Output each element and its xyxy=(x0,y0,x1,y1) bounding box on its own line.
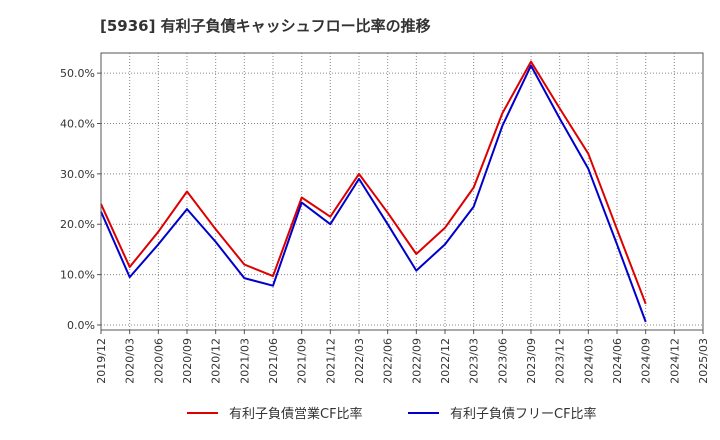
x-tick-label: 2022/09 xyxy=(410,338,423,384)
x-tick-label: 2021/09 xyxy=(296,338,309,384)
legend-label-1: 有利子負債営業CF比率 xyxy=(229,406,363,422)
x-tick-label: 2020/09 xyxy=(181,338,194,384)
grid xyxy=(100,53,704,330)
x-tick-label: 2022/03 xyxy=(353,338,366,384)
y-axis: 0.0% 10.0% 20.0% 30.0% 40.0% 50.0% xyxy=(60,67,101,332)
plot-frame xyxy=(100,52,704,331)
x-tick-label: 2020/03 xyxy=(124,338,137,384)
legend-label-2: 有利子負債フリーCF比率 xyxy=(450,406,597,422)
y-tick-label: 0.0% xyxy=(67,319,95,332)
x-tick-label: 2020/12 xyxy=(210,338,223,384)
x-tick-label: 2020/06 xyxy=(152,338,165,384)
y-tick-label: 10.0% xyxy=(60,269,95,282)
series-line-1 xyxy=(100,60,647,305)
x-tick-label: 2023/09 xyxy=(525,338,538,384)
x-tick-label: 2021/03 xyxy=(238,338,251,384)
y-tick-label: 30.0% xyxy=(60,168,95,181)
x-tick-label: 2023/03 xyxy=(468,338,481,384)
y-tick-label: 50.0% xyxy=(60,67,95,80)
x-tick-label: 2019/12 xyxy=(95,338,108,384)
series-lines xyxy=(100,60,647,323)
x-tick-label: 2022/12 xyxy=(439,338,452,384)
x-tick-label: 2025/03 xyxy=(697,338,710,384)
x-tick-label: 2021/12 xyxy=(324,338,337,384)
x-axis: 2019/12 2020/03 2020/06 2020/09 2020/12 2021/… xyxy=(95,330,710,384)
y-tick-label: 20.0% xyxy=(60,218,95,231)
x-tick-label: 2024/03 xyxy=(582,338,595,384)
x-tick-label: 2024/12 xyxy=(668,338,681,384)
x-tick-label: 2023/12 xyxy=(554,338,567,384)
x-tick-label: 2022/06 xyxy=(382,338,395,384)
series-line-2 xyxy=(100,64,647,323)
x-tick-label: 2024/09 xyxy=(640,338,653,384)
legend: 有利子負債営業CF比率 有利子負債フリーCF比率 xyxy=(187,406,597,422)
x-tick-label: 2021/06 xyxy=(267,338,280,384)
chart-title: [5936] 有利子負債キャッシュフロー比率の推移 xyxy=(100,17,431,35)
x-tick-label: 2023/06 xyxy=(496,338,509,384)
y-tick-label: 40.0% xyxy=(60,118,95,131)
x-tick-label: 2024/06 xyxy=(611,338,624,384)
